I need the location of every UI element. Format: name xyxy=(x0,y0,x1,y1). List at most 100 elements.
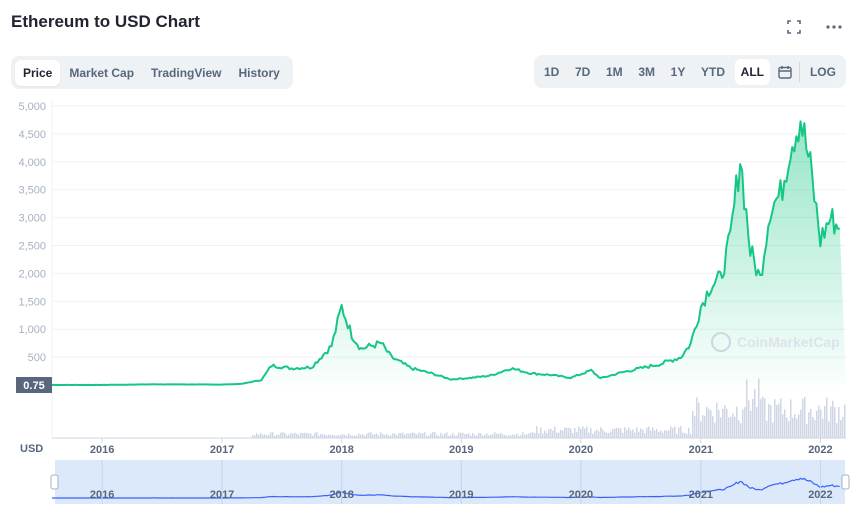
volume-bar xyxy=(708,408,710,438)
volume-bar xyxy=(654,430,656,438)
volume-bar xyxy=(728,417,730,438)
volume-bar xyxy=(406,433,408,438)
volume-bar xyxy=(690,433,692,438)
volume-bar xyxy=(482,435,484,438)
volume-bar xyxy=(494,432,496,438)
volume-bar xyxy=(378,435,380,438)
range-all[interactable]: ALL xyxy=(734,58,770,85)
volume-bar xyxy=(520,435,522,438)
volume-bar xyxy=(692,410,694,438)
volume-bar xyxy=(800,409,802,438)
more-icon[interactable] xyxy=(825,18,843,36)
range-ytd[interactable]: YTD xyxy=(701,64,725,79)
tab-history[interactable]: History xyxy=(238,65,280,80)
range-1y[interactable]: 1Y xyxy=(670,64,686,79)
volume-bar xyxy=(562,430,564,438)
volume-bar xyxy=(638,431,640,438)
navigator[interactable]: 2016 2017 2018 2019 2020 2021 2022 xyxy=(50,460,850,504)
volume-bar xyxy=(634,432,636,438)
volume-bar xyxy=(296,433,298,438)
volume-bar xyxy=(678,427,680,438)
volume-bar xyxy=(354,435,356,438)
range-7d[interactable]: 7D xyxy=(575,64,591,79)
volume-bar xyxy=(592,433,594,438)
volume-bar xyxy=(640,428,642,438)
volume-bar xyxy=(588,432,590,438)
volume-bar xyxy=(358,433,360,438)
volume-bar xyxy=(270,432,272,438)
volume-bar xyxy=(546,433,548,438)
volume-bar xyxy=(626,429,628,438)
volume-bar xyxy=(576,431,578,438)
volume-bar xyxy=(586,426,588,438)
tab-price[interactable]: Price xyxy=(15,59,61,86)
currency-label: USD xyxy=(20,443,43,455)
navigator-handle-left[interactable] xyxy=(50,474,59,490)
y-tick-label: 4,500 xyxy=(18,129,46,141)
range-3m[interactable]: 3M xyxy=(638,64,655,79)
volume-bar xyxy=(826,397,828,438)
calendar-icon[interactable] xyxy=(774,61,796,83)
volume-bar xyxy=(704,415,706,438)
y-tick-label: 3,000 xyxy=(18,213,46,225)
volume-bar xyxy=(600,427,602,438)
volume-bar xyxy=(540,427,542,438)
volume-bar xyxy=(706,406,708,438)
volume-bar xyxy=(340,434,342,438)
volume-bar xyxy=(662,432,664,438)
y-tick-label: 4,000 xyxy=(18,157,46,169)
volume-bar xyxy=(550,428,552,438)
range-1d[interactable]: 1D xyxy=(544,64,560,79)
volume-bar xyxy=(284,432,286,438)
volume-bar xyxy=(514,434,516,438)
volume-bar xyxy=(278,434,280,438)
volume-bar xyxy=(500,432,502,438)
volume-bar xyxy=(254,435,256,438)
volume-bar xyxy=(272,432,274,438)
range-1m[interactable]: 1M xyxy=(606,64,623,79)
y-tick-label: 3,500 xyxy=(18,185,46,197)
log-scale-toggle[interactable]: LOG xyxy=(809,64,836,79)
volume-bar xyxy=(830,406,832,438)
volume-bar xyxy=(824,405,826,438)
volume-bar xyxy=(390,435,392,438)
volume-bar xyxy=(288,434,290,438)
volume-bar xyxy=(530,432,532,438)
x-tick-label: 2020 xyxy=(569,444,593,456)
volume-bar xyxy=(736,406,738,438)
volume-bar xyxy=(652,427,654,438)
navigator-handle-right[interactable] xyxy=(841,474,850,490)
volume-bar xyxy=(724,405,726,438)
fullscreen-icon[interactable] xyxy=(785,18,803,36)
volume-bar xyxy=(568,427,570,438)
volume-bar xyxy=(460,432,462,438)
volume-bar xyxy=(572,433,574,438)
volume-bar xyxy=(334,435,336,438)
volume-bar xyxy=(502,434,504,438)
volume-bar xyxy=(612,428,614,438)
volume-bar xyxy=(718,410,720,438)
volume-bar xyxy=(324,434,326,438)
volume-bar xyxy=(622,432,624,438)
volume-bar xyxy=(740,423,742,438)
volume-bar xyxy=(670,426,672,438)
volume-bar xyxy=(316,432,318,438)
tab-tradingview[interactable]: TradingView xyxy=(151,65,222,80)
volume-bar xyxy=(784,409,786,438)
volume-bar xyxy=(840,420,842,438)
volume-bar xyxy=(828,421,830,438)
volume-bar xyxy=(486,433,488,438)
volume-bar xyxy=(462,432,464,438)
navigator-range[interactable] xyxy=(55,460,845,504)
volume-bar xyxy=(712,416,714,438)
volume-bar xyxy=(372,434,374,438)
tab-market-cap[interactable]: Market Cap xyxy=(69,65,135,80)
volume-bar xyxy=(714,422,716,438)
volume-bar xyxy=(772,422,774,438)
volume-bar xyxy=(656,429,658,438)
volume-bar xyxy=(252,435,254,438)
y-tick-label: 1,500 xyxy=(18,296,46,308)
volume-bar xyxy=(360,434,362,438)
volume-bar xyxy=(684,433,686,438)
